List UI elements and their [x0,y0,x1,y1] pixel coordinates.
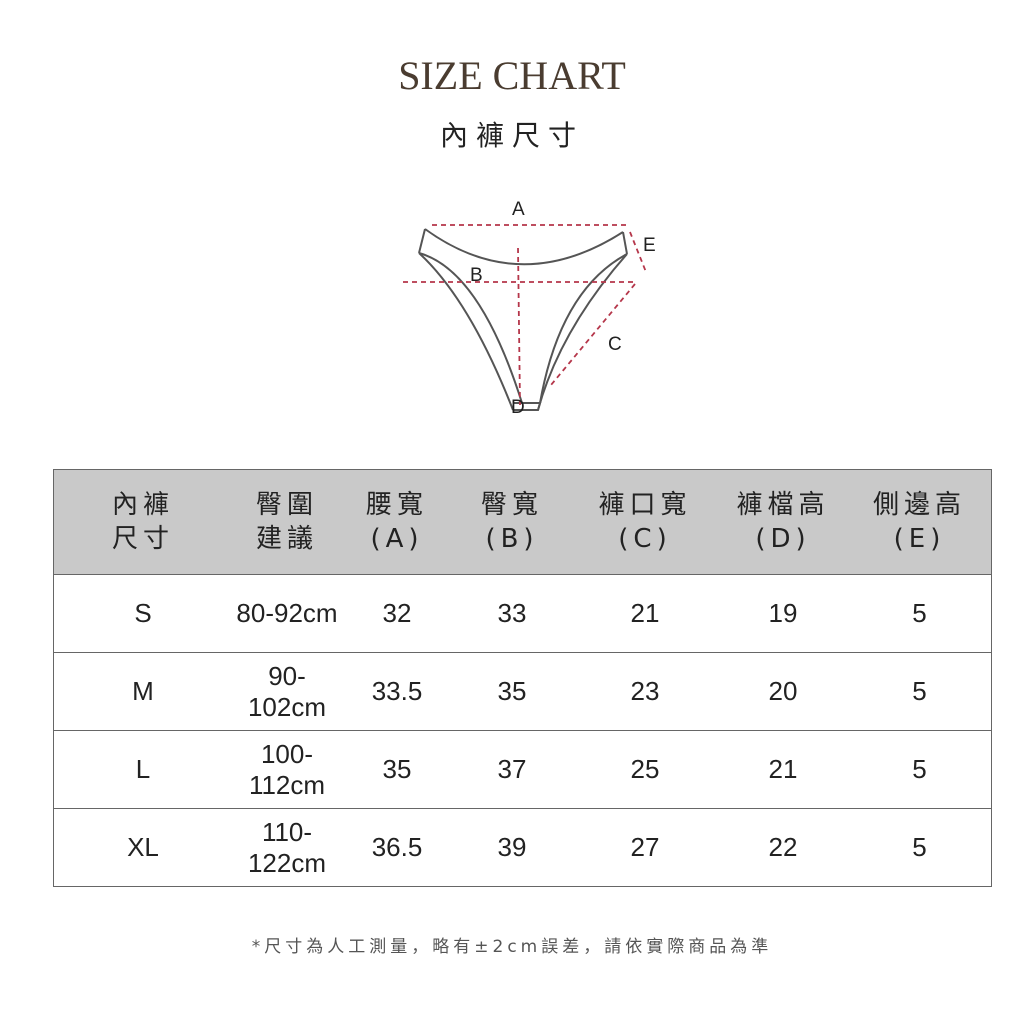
label-d: D [511,397,525,418]
table-cell: 25 [572,730,718,809]
size-table: 內褲 尺寸 臀圍 建議 腰寬 (A) 臀寬 (B) 褲口寬 (C) 褲檔高 (D) 側邊高(… [53,469,992,887]
measure-line-d [517,247,521,406]
label-b: B [470,265,483,286]
label-c: C [608,334,622,355]
header-rise: 褲檔高 (D) [718,469,848,575]
table-cell: 23 [572,652,718,731]
table-cell: 39 [452,808,572,887]
table-cell: 110-122cm [232,808,342,887]
header-waist-width: 腰寬 (A) [342,469,452,575]
table-cell: L [53,730,232,809]
measure-line-c [550,283,636,386]
table-cell: M [53,652,232,731]
table-header-row: 內褲 尺寸 臀圍 建議 腰寬 (A) 臀寬 (B) 褲口寬 (C) 褲檔高 (D) 側邊高(… [53,469,992,575]
table-cell: 20 [718,652,848,731]
measurement-note: *尺寸為人工測量，略有±2cm誤差，請依實際商品為準 [251,937,773,957]
header-hip-suggest: 臀圍 建議 [232,469,342,575]
table-cell: 35 [452,652,572,731]
page-title: SIZE CHART [398,53,626,98]
table-cell: 5 [848,574,992,653]
table-cell: 32 [342,574,452,653]
table-cell: 33.5 [342,652,452,731]
garment-outline [418,228,628,411]
table-cell: 36.5 [342,808,452,887]
header-size: 內褲 尺寸 [53,469,232,575]
table-cell: 100-112cm [232,730,342,809]
label-a: A [512,199,525,220]
table-row: M 90-102cm 33.5 35 23 20 5 [53,652,992,731]
table-cell: 19 [718,574,848,653]
table-row: XL 110-122cm 36.5 39 27 22 5 [53,808,992,887]
header-leg-opening: 褲口寬 (C) [572,469,718,575]
table-cell: 21 [718,730,848,809]
table-cell: 35 [342,730,452,809]
table-cell: 37 [452,730,572,809]
table-row: S 80-92cm 32 33 21 19 5 [53,574,992,653]
table-cell: 27 [572,808,718,887]
header-hip-width: 臀寬 (B) [452,469,572,575]
table-cell: 33 [452,574,572,653]
table-cell: 21 [572,574,718,653]
table-cell: XL [53,808,232,887]
table-cell: 80-92cm [232,574,342,653]
label-e: E [643,235,656,256]
table-cell: 5 [848,808,992,887]
table-cell: 22 [718,808,848,887]
table-cell: 5 [848,652,992,731]
table-cell: S [53,574,232,653]
header-side-height: 側邊高 (E) [848,469,992,575]
page-subtitle: 內褲尺寸 [439,119,584,152]
table-row: L 100-112cm 35 37 25 21 5 [53,730,992,809]
table-cell: 5 [848,730,992,809]
table-cell: 90-102cm [232,652,342,731]
underwear-diagram: A B C D E [403,199,656,418]
measure-line-e [629,231,647,273]
measure-lines [403,224,647,406]
